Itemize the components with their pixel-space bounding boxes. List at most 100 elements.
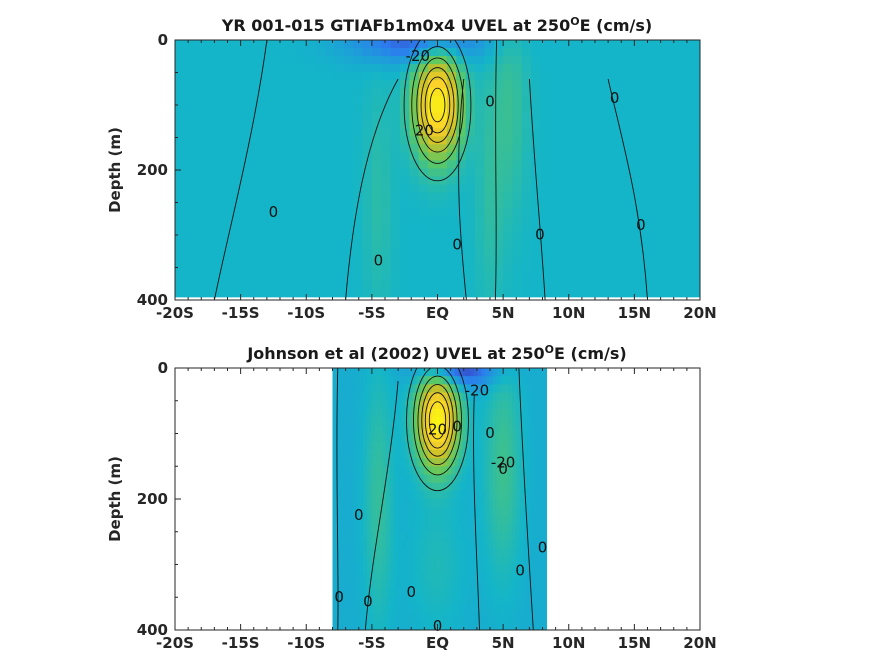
observation-field-cell [340, 400, 345, 410]
model-field-cell [334, 224, 345, 234]
model-field-cell [690, 128, 700, 137]
model-field-cell [493, 72, 504, 81]
observation-field-cell [492, 368, 498, 377]
observation-field-cell [462, 376, 467, 385]
observation-field-cell [481, 531, 486, 541]
model-field-cell [306, 240, 317, 250]
model-field-cell [306, 288, 317, 298]
observation-field-cell [477, 458, 483, 467]
observation-field-cell [489, 531, 494, 541]
observation-field-cell [508, 621, 513, 630]
observation-field-cell [477, 433, 483, 443]
model-field-cell [409, 200, 420, 210]
observation-field-cell [359, 548, 364, 557]
model-field-cell [634, 152, 645, 161]
model-field-cell [653, 168, 664, 177]
model-field-cell [550, 160, 560, 169]
observation-field-cell [424, 580, 429, 590]
observation-field-cell [512, 400, 517, 410]
observation-field-cell [489, 564, 494, 574]
model-field-cell [568, 184, 579, 194]
observation-field-cell [374, 589, 379, 598]
observation-field-cell [496, 433, 502, 443]
model-field-cell [690, 72, 700, 81]
model-field-cell [681, 168, 692, 177]
observation-field-cell [431, 564, 437, 574]
observation-field-cell [439, 597, 444, 607]
model-field-cell [400, 104, 410, 113]
model-field-cell [493, 264, 504, 274]
observation-field-cell [424, 449, 429, 459]
observation-field-cell [397, 499, 402, 508]
model-field-cell [409, 224, 420, 234]
model-field-cell [296, 216, 307, 226]
observation-field-cell [393, 589, 399, 598]
observation-field-cell [500, 425, 506, 435]
observation-field-cell [347, 482, 353, 492]
model-field-cell [250, 128, 260, 137]
observation-field-cell [523, 531, 528, 541]
model-field-cell [662, 136, 673, 145]
observation-field-cell [428, 458, 433, 467]
observation-field-cell [408, 531, 414, 541]
model-field-cell [437, 96, 448, 105]
model-field-cell [634, 56, 645, 65]
model-field-cell [587, 272, 598, 282]
observation-field-cell [462, 490, 467, 500]
observation-field-cell [466, 458, 471, 467]
model-field-cell [259, 168, 270, 177]
observation-field-cell [405, 441, 410, 451]
observation-field-cell [435, 548, 441, 557]
observation-field-cell [412, 556, 418, 566]
observation-field-cell [336, 523, 341, 533]
observation-field-cell [450, 474, 456, 484]
observation-field-cell [542, 376, 548, 385]
observation-field-cell [431, 523, 437, 533]
observation-field-cell [443, 499, 448, 508]
observation-field-cell [393, 449, 399, 459]
model-field-cell [446, 168, 457, 177]
observation-field-cell [458, 417, 463, 426]
model-field-cell [578, 168, 589, 177]
model-field-cell [203, 56, 214, 65]
model-field-cell [409, 264, 420, 274]
observation-field-cell [370, 605, 376, 615]
model-field-cell [643, 192, 654, 202]
observation-field-cell [542, 490, 548, 500]
observation-field-cell [401, 597, 406, 607]
model-field-cell [343, 72, 354, 81]
observation-field-cell [412, 507, 418, 516]
model-field-cell [390, 96, 401, 105]
observation-field-cell [439, 376, 444, 385]
observation-field-cell [401, 589, 406, 598]
model-field-cell [287, 216, 298, 226]
model-field-cell [484, 56, 495, 65]
model-field-cell [193, 144, 204, 153]
model-field-cell [240, 80, 251, 89]
observation-field-cell [351, 417, 357, 426]
observation-field-cell [443, 556, 448, 566]
observation-field-cell [428, 539, 433, 549]
model-field-cell [465, 216, 476, 226]
model-field-cell [634, 272, 645, 282]
model-field-cell [371, 272, 382, 282]
model-field-cell [325, 144, 335, 153]
observation-field-cell [401, 572, 406, 582]
model-field-cell [325, 232, 335, 242]
observation-field-cell [485, 539, 490, 549]
model-field-cell [634, 192, 645, 202]
observation-field-cell [531, 613, 536, 623]
model-field-cell [606, 168, 617, 177]
model-field-cell [465, 64, 476, 73]
observation-field-cell [527, 605, 532, 615]
observation-field-cell [412, 499, 418, 508]
model-field-cell [259, 256, 270, 266]
observation-field-cell [340, 605, 345, 615]
observation-field-cell [439, 556, 444, 566]
model-field-cell [259, 224, 270, 234]
model-x-tick-label: EQ [426, 304, 449, 322]
model-field-cell [531, 40, 542, 49]
observation-field-cell [489, 417, 494, 426]
model-field-cell [456, 224, 467, 234]
model-field-cell [446, 208, 457, 218]
